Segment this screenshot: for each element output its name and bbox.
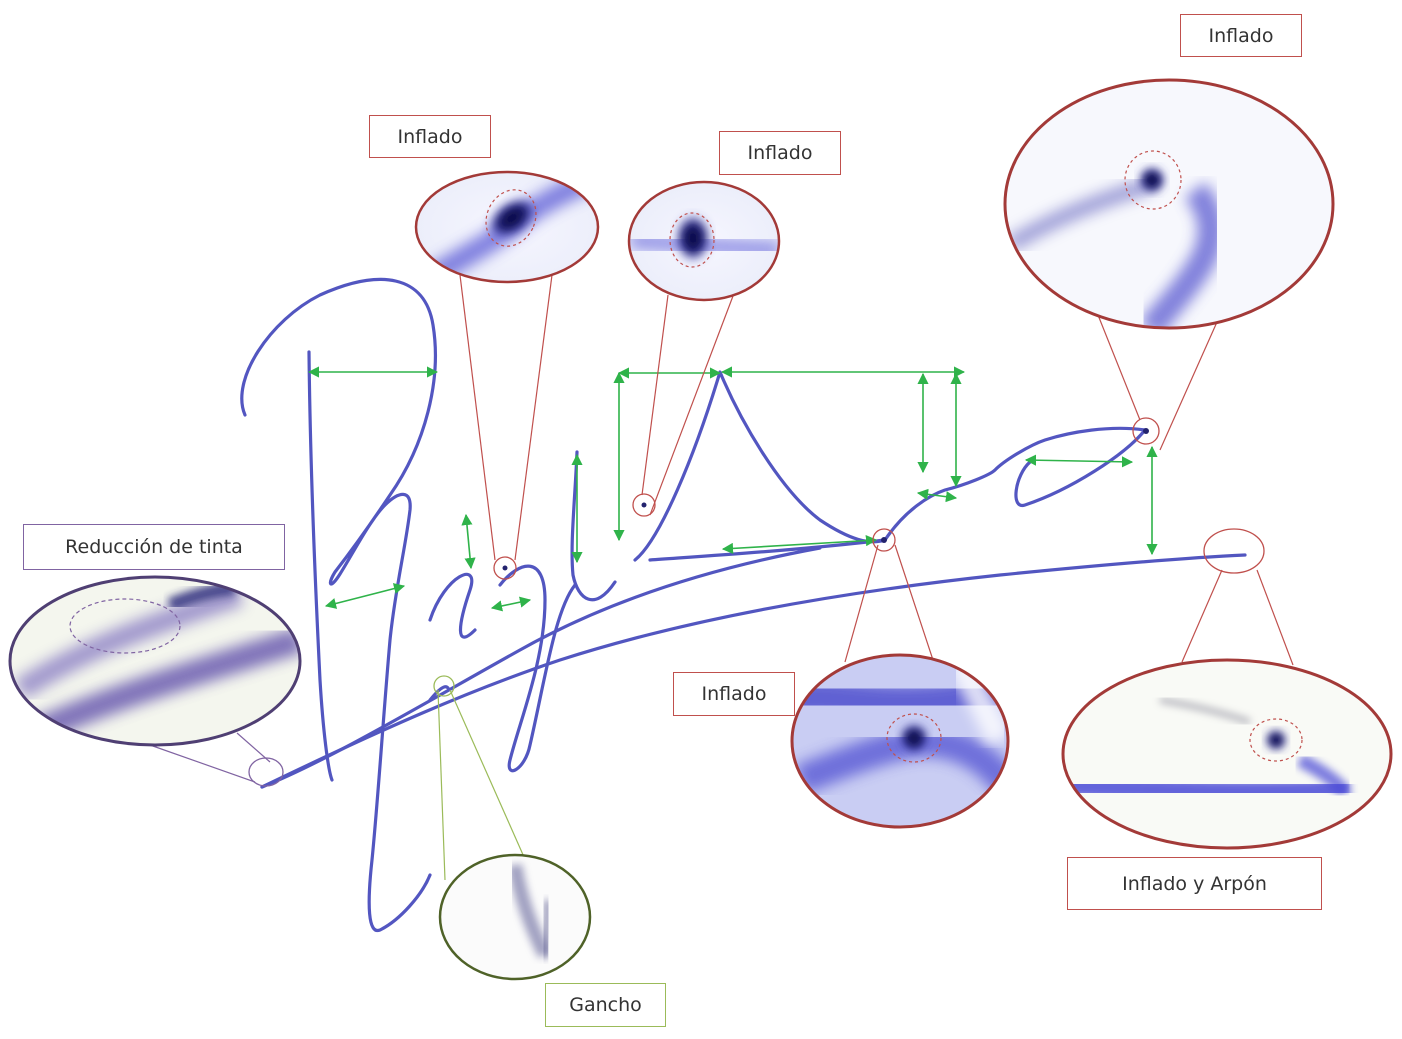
callout-connector [894,544,934,661]
signature-small-stroke [428,572,477,639]
callout-connector [449,689,525,858]
measure-arrow [916,488,958,503]
magnified-callout-inflado-2 [627,180,781,302]
measure-arrow [461,513,476,570]
label-reduccion-de-tinta: Reducción de tinta [23,524,285,570]
source-marker [1132,417,1160,445]
signature-right-loops-stroke [883,426,1147,542]
callout-connector [844,544,879,663]
callout-connector [1159,321,1218,451]
callout-connector [1256,569,1294,666]
magnified-callout-inflado-3 [1003,78,1335,330]
source-marker [433,675,455,697]
measure-arrow [721,535,878,554]
callout-connector [649,295,734,516]
measurement-arrows [307,366,1158,612]
label-inflado-2: Inflado [719,131,841,175]
signature-vertical-stroke [307,350,334,782]
magnified-callout-inflado-1 [414,170,600,284]
measure-arrow [1024,454,1134,468]
source-point-markers [248,417,1265,787]
source-marker [493,556,517,580]
signature-l-stroke [570,450,617,602]
source-marker [248,757,284,787]
callout-connector [641,294,669,496]
callout-connector [236,732,271,763]
source-marker [1203,528,1265,574]
signature-middle-stroke [648,538,887,562]
measure-arrow [324,583,406,609]
source-marker [872,528,896,552]
callout-connector [437,689,446,881]
callout-connectors [149,274,1294,881]
callout-connector [149,744,256,783]
signature-arrow-stroke [633,370,887,562]
signature-strokes [240,277,1247,933]
callout-connector [1181,569,1223,663]
label-inflado-1: Inflado [369,115,491,158]
label-inflado-3: Inflado [1180,14,1302,57]
measure-arrow [490,596,532,612]
callout-connector [1097,314,1141,421]
signature-hook-stroke [428,685,450,702]
label-gancho: Gancho [545,983,666,1027]
magnified-callout-inflado-arpon [1061,658,1393,850]
callout-connector [514,274,553,561]
signature-top-arc-stroke [240,277,437,933]
magnified-callout-gancho [438,853,592,981]
magnified-callout-inflado-4 [790,653,1010,829]
label-inflado-y-arpon: Inflado y Arpón [1067,857,1322,910]
signature-underline-return-stroke [260,546,822,789]
source-marker [632,493,656,517]
magnified-callout-reduccion-tinta [8,575,302,747]
signature-underline-stroke [260,553,1247,789]
callout-connector [459,274,496,561]
label-inflado-4: Inflado [673,672,795,716]
